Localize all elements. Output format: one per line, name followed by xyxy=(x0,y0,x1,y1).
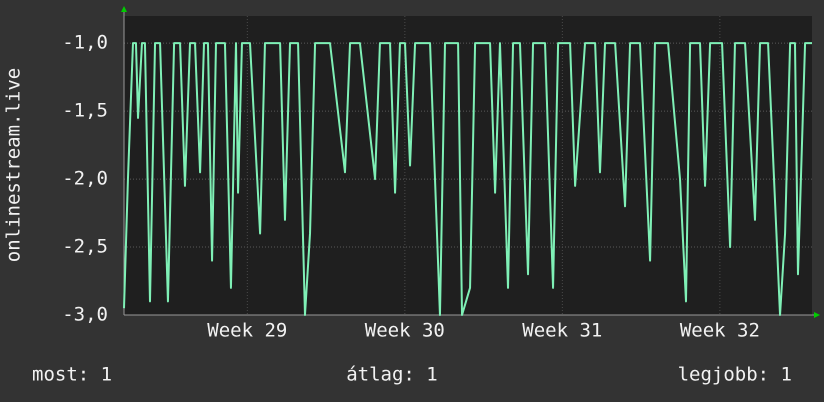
y-tick-label: -3,0 xyxy=(62,304,108,326)
x-tick-label: Week 30 xyxy=(365,320,445,342)
stat-current: most: 1 xyxy=(32,364,112,386)
stat-max: legjobb: 1 xyxy=(678,364,792,386)
y-tick-label: -1,0 xyxy=(62,32,108,54)
x-axis-arrow xyxy=(814,312,820,318)
x-tick-label: Week 32 xyxy=(680,320,760,342)
data-line xyxy=(123,42,812,316)
y-axis-label: onlinestream.live xyxy=(3,68,25,262)
y-axis-arrow xyxy=(121,6,127,12)
stat-average: átlag: 1 xyxy=(346,364,438,386)
x-tick-label: Week 31 xyxy=(522,320,602,342)
y-tick-label: -2,0 xyxy=(62,168,108,190)
x-tick-label: Week 29 xyxy=(207,320,287,342)
y-tick-label: -1,5 xyxy=(62,100,108,122)
y-tick-label: -2,5 xyxy=(62,236,108,258)
